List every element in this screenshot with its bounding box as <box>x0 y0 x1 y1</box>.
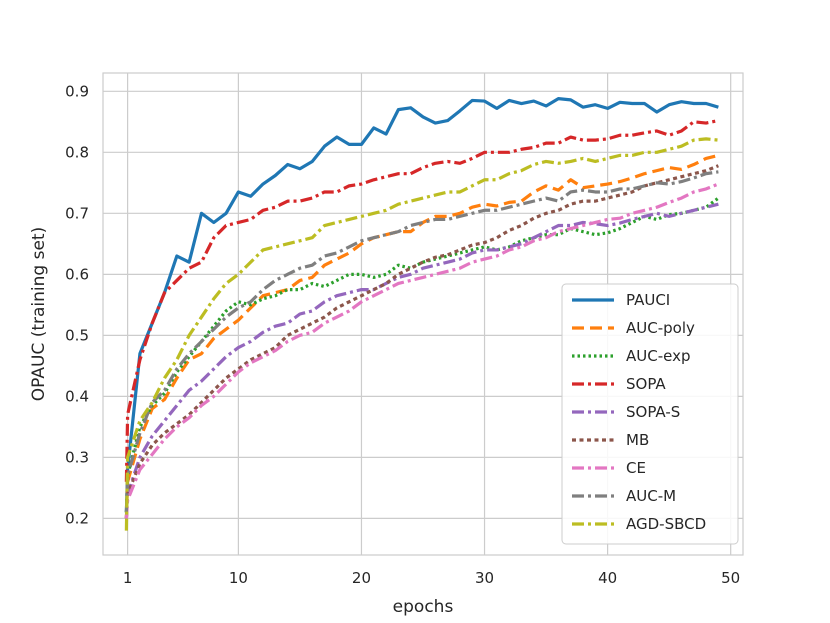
series-line-ce <box>124 182 719 519</box>
series-line-sopa-s <box>124 202 719 519</box>
tick-labels: 1 10 20 30 40 50 0.2 0.3 0.4 0.5 0.6 0.7 0.8 0.9 <box>65 82 740 587</box>
series-layer <box>124 97 720 531</box>
y-tick-label: 0.6 <box>65 265 89 283</box>
x-tick-label: 20 <box>352 569 371 587</box>
legend-label-auc-m: AUC-M <box>626 487 676 505</box>
x-tick-label: 1 <box>123 569 133 587</box>
series-line-sopa <box>124 119 719 482</box>
legend-label-agd-sbcd: AGD-SBCD <box>626 515 706 533</box>
series-line-auc-m <box>124 170 719 513</box>
legend-label-auc-poly: AUC-poly <box>626 319 695 337</box>
x-tick-label: 50 <box>721 569 740 587</box>
x-axis-label: epochs <box>393 597 454 617</box>
series-line-agd-sbcd <box>124 137 719 531</box>
x-tick-label: 30 <box>475 569 494 587</box>
y-tick-label: 0.9 <box>65 82 89 100</box>
legend-label-auc-exp: AUC-exp <box>626 347 691 365</box>
legend-label-mb: MB <box>626 431 649 449</box>
y-tick-label: 0.4 <box>65 387 89 405</box>
plot-frame <box>102 72 744 556</box>
legend-label-sopa: SOPA <box>626 375 666 393</box>
series-line-mb <box>124 164 719 519</box>
y-tick-label: 0.3 <box>65 448 89 466</box>
legend-box <box>561 283 739 545</box>
y-tick-label: 0.7 <box>65 204 89 222</box>
y-tick-label: 0.5 <box>65 326 89 344</box>
y-tick-label: 0.8 <box>65 143 89 161</box>
legend-label-pauci: PAUCI <box>626 291 670 309</box>
y-axis-label: OPAUC (training set) <box>29 227 49 401</box>
x-tick-label: 40 <box>598 569 617 587</box>
x-tick-label: 10 <box>229 569 248 587</box>
legend: PAUCI AUC-poly AUC-exp SOPA SOPA-S MB CE AUC-M A… <box>561 283 739 545</box>
legend-label-sopa-s: SOPA-S <box>626 403 680 421</box>
series-line-auc-exp <box>124 196 720 513</box>
y-tick-label: 0.2 <box>65 509 89 527</box>
legend-label-ce: CE <box>626 459 646 477</box>
series-line-pauci <box>124 97 719 513</box>
